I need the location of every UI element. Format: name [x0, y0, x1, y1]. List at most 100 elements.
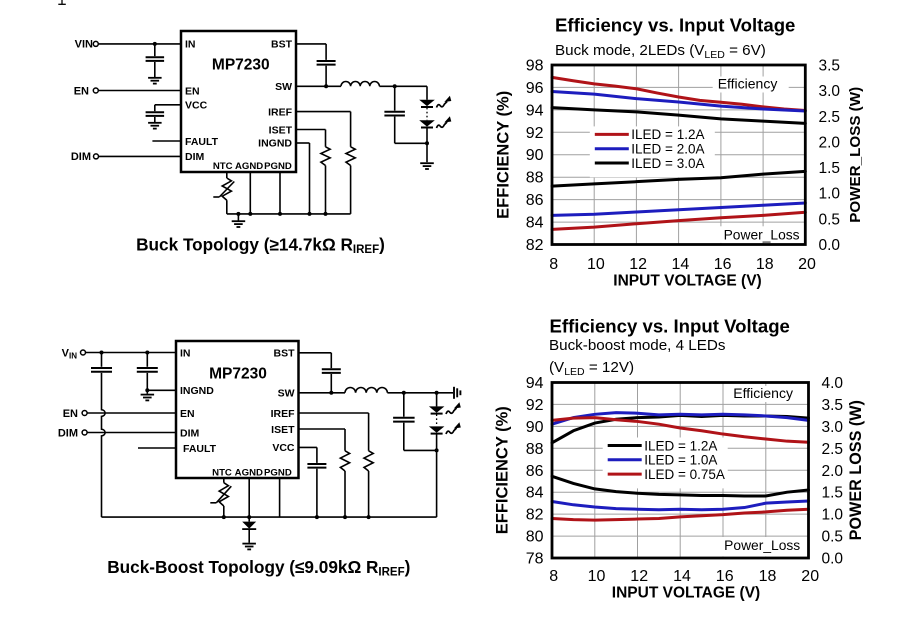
- svg-text:Buck Topology (≥14.7kΩ RIREF): Buck Topology (≥14.7kΩ RIREF): [136, 234, 385, 256]
- svg-text:84: 84: [526, 215, 544, 232]
- svg-text:Power_Loss: Power_Loss: [724, 227, 800, 242]
- svg-text:MP7230: MP7230: [209, 366, 267, 383]
- svg-text:78: 78: [526, 551, 544, 568]
- svg-text:86: 86: [526, 192, 544, 209]
- svg-text:VCC: VCC: [272, 442, 295, 454]
- svg-text:94: 94: [526, 102, 544, 119]
- svg-text:BST: BST: [274, 348, 296, 360]
- svg-text:INPUT VOLTAGE (V): INPUT VOLTAGE (V): [613, 273, 761, 290]
- svg-text:12: 12: [629, 256, 647, 273]
- svg-text:Buck-boost mode, 4 LEDs: Buck-boost mode, 4 LEDs: [549, 337, 726, 354]
- svg-text:POWER_LOSS (W): POWER_LOSS (W): [847, 87, 864, 223]
- svg-text:98: 98: [526, 58, 544, 75]
- svg-text:FAULT: FAULT: [185, 136, 219, 148]
- svg-text:EN: EN: [180, 408, 195, 420]
- svg-text:92: 92: [526, 397, 544, 414]
- svg-text:1.0: 1.0: [822, 507, 844, 524]
- svg-text:DIM: DIM: [185, 151, 205, 163]
- svg-text:90: 90: [526, 147, 544, 164]
- svg-text:DIM: DIM: [180, 427, 200, 439]
- svg-text:ILED = 1.0A: ILED = 1.0A: [644, 453, 717, 468]
- svg-text:AGND: AGND: [235, 467, 263, 478]
- svg-text:1.0: 1.0: [819, 186, 841, 203]
- svg-text:88: 88: [526, 170, 544, 187]
- svg-text:BST: BST: [271, 39, 293, 51]
- svg-text:8: 8: [549, 256, 558, 273]
- svg-text:18: 18: [756, 256, 774, 273]
- svg-text:DIM: DIM: [58, 428, 78, 440]
- svg-text:3.0: 3.0: [819, 83, 841, 100]
- svg-text:82: 82: [526, 507, 544, 524]
- svg-text:3.5: 3.5: [819, 58, 841, 75]
- svg-text:Buck mode, 2LEDs (VLED = 6V): Buck mode, 2LEDs (VLED = 6V): [555, 42, 766, 61]
- svg-text:ILED = 1.2A: ILED = 1.2A: [644, 438, 717, 453]
- svg-text:VIN: VIN: [62, 347, 78, 360]
- svg-text:Efficiency: Efficiency: [718, 76, 778, 92]
- svg-text:EN: EN: [63, 408, 78, 420]
- svg-text:EFFICIENCY (%): EFFICIENCY (%): [494, 406, 512, 534]
- svg-text:90: 90: [526, 419, 544, 436]
- svg-text:IREF: IREF: [268, 106, 293, 118]
- svg-text:2.5: 2.5: [819, 109, 841, 126]
- svg-text:VIN: VIN: [75, 39, 93, 51]
- svg-text:DIM: DIM: [71, 151, 91, 163]
- svg-text:82: 82: [526, 237, 544, 254]
- svg-text:14: 14: [672, 256, 690, 273]
- svg-text:INPUT VOLTAGE (V): INPUT VOLTAGE (V): [612, 585, 760, 602]
- svg-text:94: 94: [526, 375, 544, 392]
- svg-text:3.5: 3.5: [822, 397, 844, 414]
- svg-text:1.5: 1.5: [819, 160, 841, 177]
- svg-text:NTC: NTC: [213, 161, 233, 172]
- svg-text:SW: SW: [278, 388, 295, 400]
- svg-text:84: 84: [526, 485, 544, 502]
- svg-text:MP7230: MP7230: [212, 57, 270, 74]
- svg-text:8: 8: [549, 568, 558, 585]
- svg-text:ILED = 0.75A: ILED = 0.75A: [644, 467, 725, 482]
- svg-text:PGND: PGND: [264, 161, 292, 172]
- svg-text:88: 88: [526, 441, 544, 458]
- svg-text:EN: EN: [185, 85, 200, 97]
- svg-text:ILED = 2.0A: ILED = 2.0A: [631, 142, 704, 157]
- svg-text:AGND: AGND: [235, 161, 263, 172]
- svg-text:20: 20: [798, 256, 816, 273]
- svg-text:ILED = 3.0A: ILED = 3.0A: [631, 156, 704, 171]
- svg-text:IN: IN: [185, 39, 196, 51]
- svg-text:16: 16: [714, 256, 732, 273]
- svg-text:0.5: 0.5: [822, 529, 844, 546]
- svg-text:VCC: VCC: [185, 100, 208, 112]
- svg-text:IREF: IREF: [271, 408, 296, 420]
- svg-text:(VLED = 12V): (VLED = 12V): [549, 359, 634, 378]
- svg-text:Efficiency vs. Input Voltage: Efficiency vs. Input Voltage: [555, 15, 795, 36]
- svg-text:INGND: INGND: [258, 137, 292, 149]
- svg-text:Buck-Boost Topology (≤9.09kΩ R: Buck-Boost Topology (≤9.09kΩ RIREF): [107, 557, 410, 579]
- svg-text:EFFICIENCY (%): EFFICIENCY (%): [495, 91, 513, 219]
- svg-text:10: 10: [588, 568, 606, 585]
- svg-text:18: 18: [759, 568, 777, 585]
- svg-text:EN: EN: [74, 85, 89, 97]
- svg-text:80: 80: [526, 529, 544, 546]
- svg-text:0.5: 0.5: [819, 211, 841, 228]
- svg-text:ILED = 1.2A: ILED = 1.2A: [631, 127, 704, 142]
- svg-text:4.0: 4.0: [822, 375, 844, 392]
- svg-text:20: 20: [801, 568, 819, 585]
- svg-text:0.0: 0.0: [819, 237, 841, 254]
- svg-text:ISET: ISET: [271, 424, 295, 436]
- svg-text:96: 96: [526, 80, 544, 97]
- svg-text:86: 86: [526, 463, 544, 480]
- svg-text:INGND: INGND: [180, 385, 214, 397]
- svg-text:3.0: 3.0: [822, 419, 844, 436]
- svg-text:10: 10: [587, 256, 605, 273]
- svg-text:POWER LOSS (W): POWER LOSS (W): [847, 400, 865, 540]
- svg-text:2.5: 2.5: [822, 441, 844, 458]
- svg-text:Efficiency: Efficiency: [733, 385, 793, 401]
- svg-text:0.0: 0.0: [822, 551, 844, 568]
- svg-text:16: 16: [716, 568, 734, 585]
- svg-text:PGND: PGND: [264, 467, 292, 478]
- svg-text:14: 14: [673, 568, 691, 585]
- svg-text:2.0: 2.0: [822, 463, 844, 480]
- svg-text:ISET: ISET: [269, 124, 293, 136]
- svg-text:FAULT: FAULT: [183, 443, 217, 455]
- svg-text:Efficiency vs. Input Voltage: Efficiency vs. Input Voltage: [550, 316, 790, 337]
- svg-text:IN: IN: [180, 347, 191, 359]
- svg-text:NTC: NTC: [212, 467, 232, 478]
